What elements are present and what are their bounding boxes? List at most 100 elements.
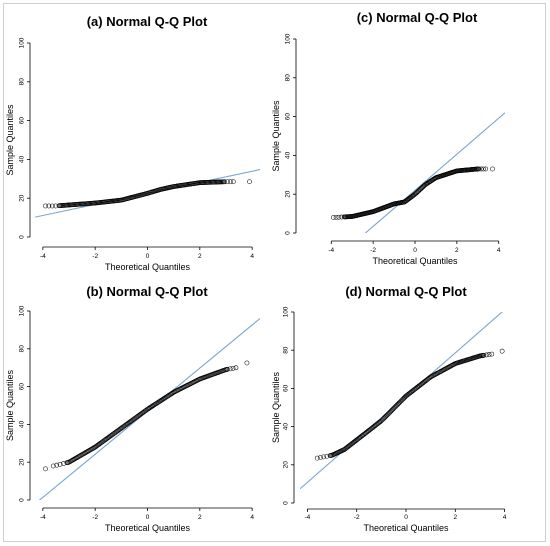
qq-point (401, 395, 407, 401)
qq-point (43, 203, 48, 209)
qq-point (389, 407, 395, 413)
x-tick-label: -4 (305, 514, 311, 521)
qq-point (478, 166, 484, 172)
qq-point (314, 455, 320, 461)
x-tick-label: -2 (92, 514, 98, 521)
x-tick-label: -2 (370, 247, 376, 254)
y-tick-label: 60 (283, 384, 290, 392)
qq-point (483, 352, 489, 358)
y-tick-label: 0 (285, 231, 292, 235)
x-tick-label: 2 (453, 514, 457, 521)
qq-point (384, 412, 390, 418)
y-tick-label: 100 (283, 306, 290, 317)
y-tick-label: 60 (19, 117, 26, 125)
y-tick-label: 40 (19, 420, 26, 428)
qq-point (396, 400, 402, 406)
x-tick-label: 2 (198, 514, 202, 521)
qq-point (394, 403, 399, 409)
qq-point (247, 179, 252, 185)
y-tick-label: 20 (19, 194, 26, 202)
x-tick-label: -2 (354, 514, 360, 521)
qq-point (499, 348, 505, 354)
qq-point (43, 466, 48, 472)
qq-point (57, 461, 63, 467)
y-tick-label: 100 (19, 305, 26, 316)
qq-point (481, 166, 486, 172)
y-tick-label: 0 (283, 501, 290, 505)
qq-point (387, 410, 392, 416)
qq-point (222, 179, 228, 185)
x-tick-label: 0 (146, 514, 150, 521)
x-tick-label: 0 (404, 514, 408, 521)
qq-point (386, 411, 391, 416)
x-tick-label: -4 (40, 253, 46, 260)
qq-point (228, 179, 233, 185)
x-tick-label: 4 (250, 253, 254, 260)
panel-title: (c) Normal Q-Q Plot (357, 10, 478, 25)
panel-title: (b) Normal Q-Q Plot (86, 284, 208, 299)
qq-point (330, 215, 336, 220)
y-tick-label: 40 (283, 423, 290, 431)
qq-point (398, 399, 404, 404)
qq-point (387, 409, 393, 415)
y-tick-label: 60 (285, 113, 292, 121)
y-tick-label: 80 (283, 346, 290, 354)
y-tick-label: 100 (19, 37, 26, 48)
x-axis-title: Theoretical Quantiles (372, 256, 458, 266)
qq-point (490, 166, 495, 172)
y-axis-title: Sample Quantiles (271, 371, 281, 443)
qq-point (333, 214, 339, 220)
x-tick-label: 0 (146, 253, 150, 260)
plot-area (300, 312, 505, 490)
qq-point (244, 360, 250, 366)
qq-point (230, 365, 236, 371)
y-tick-label: 60 (19, 383, 26, 391)
plot-area (330, 112, 505, 233)
qq-point (393, 404, 398, 409)
qq-point (318, 455, 323, 460)
qq-panel-b: (b) Normal Q-Q Plot 0 20 40 60 80 100 Sample Qu… (5, 284, 260, 533)
qq-point (390, 406, 396, 412)
qq-point (397, 399, 403, 405)
y-tick-label: 100 (285, 33, 292, 44)
y-tick-label: 20 (283, 461, 290, 469)
qq-point (394, 402, 400, 408)
qq-point (227, 366, 233, 372)
qq-point (225, 179, 230, 185)
plot-area (38, 318, 260, 500)
qq-point (483, 166, 489, 172)
x-tick-label: 2 (455, 247, 459, 254)
qq-point (381, 416, 386, 422)
x-tick-label: -4 (40, 514, 46, 521)
x-tick-label: 4 (250, 514, 254, 521)
qq-point (388, 408, 394, 414)
x-tick-label: -2 (92, 253, 98, 260)
y-axis-title: Sample Quantiles (5, 369, 15, 441)
qq-point (224, 366, 230, 372)
qq-point (481, 352, 487, 358)
qq-point (476, 166, 482, 172)
y-tick-label: 80 (19, 78, 26, 86)
qq-point (392, 405, 398, 410)
qq-point (54, 462, 60, 468)
qq-point (395, 401, 401, 407)
qq-point (46, 203, 52, 209)
qq-point (49, 203, 55, 209)
qq-point (378, 418, 384, 424)
x-axis-title: Theoretical Quantiles (105, 262, 191, 272)
panel-title: (a) Normal Q-Q Plot (87, 14, 208, 29)
x-tick-label: 0 (413, 247, 417, 254)
qq-point (50, 463, 56, 469)
qq-point (399, 398, 404, 403)
qq-point (381, 415, 387, 421)
qq-point (321, 454, 327, 460)
y-tick-label: 80 (19, 345, 26, 353)
y-tick-label: 20 (19, 458, 26, 466)
x-tick-label: -4 (328, 247, 334, 254)
qq-point (233, 365, 239, 371)
qq-reference-line (364, 112, 505, 233)
qq-point (230, 179, 236, 185)
